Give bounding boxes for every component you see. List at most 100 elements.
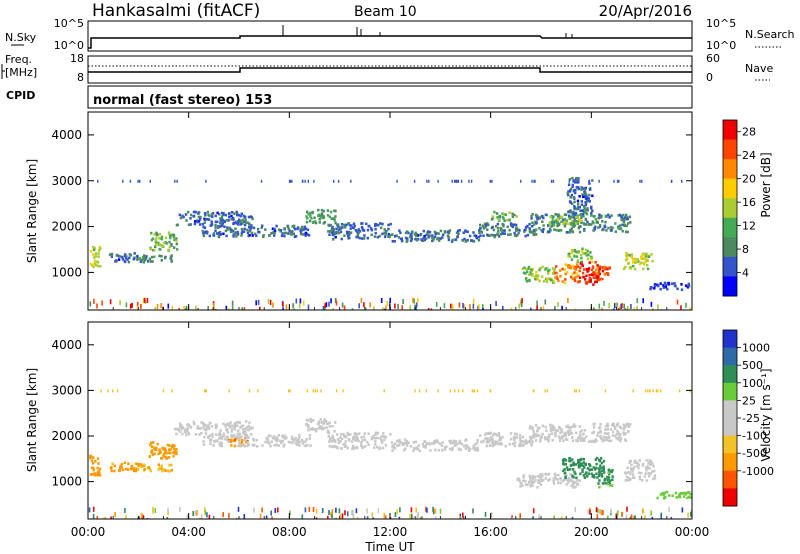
velocity-echo-cell <box>184 428 187 432</box>
power-noise-cell <box>351 308 354 310</box>
velocity-echo-cell <box>161 468 165 471</box>
power-echo-cell <box>618 179 620 183</box>
power-echo-cell <box>410 235 413 238</box>
velocity-echo-cell <box>218 437 221 440</box>
velocity-echo-cell <box>554 434 557 438</box>
nsky-trace <box>88 35 692 49</box>
velocity-echo-cell <box>437 448 440 452</box>
velocity-echo-cell <box>662 493 665 497</box>
power-echo-cell <box>568 179 570 183</box>
velocity-echo-cell <box>179 423 182 427</box>
velocity-echo-cell <box>257 389 259 393</box>
power-y-axis-label: Slant Range [km] <box>25 159 39 263</box>
power-echo-cell <box>601 220 604 223</box>
velocity-echo-cell <box>239 426 242 429</box>
power-echo-cell <box>577 251 580 255</box>
velocity-echo-cell <box>344 435 348 439</box>
velocity-noise-cell <box>331 509 334 515</box>
velocity-noise-cell <box>644 515 646 519</box>
power-echo-cell <box>596 221 599 224</box>
power-echo-cell <box>547 272 550 275</box>
velocity-echo-cell <box>89 456 92 460</box>
power-echo-cell <box>542 224 545 227</box>
power-echo-cell <box>591 179 594 182</box>
velocity-echo-cell <box>89 473 93 476</box>
power-colorbar-bin <box>723 198 737 219</box>
velocity-echo-cell <box>559 431 562 435</box>
velocity-echo-cell <box>472 447 475 450</box>
power-echo-cell <box>169 236 172 240</box>
velocity-echo-cell <box>574 485 577 489</box>
velocity-echo-cell <box>412 441 416 444</box>
velocity-echo-cell <box>282 435 285 439</box>
power-noise-cell <box>162 306 164 310</box>
power-echo-cell <box>410 237 413 241</box>
power-noise-cell <box>207 306 209 310</box>
velocity-noise-cell <box>625 514 628 519</box>
velocity-noise-cell <box>396 509 398 515</box>
power-noise-cell <box>322 306 325 310</box>
velocity-echo-cell <box>297 438 300 441</box>
power-echo-cell <box>227 212 231 216</box>
power-echo-cell <box>305 215 308 218</box>
nave-tick-bottom: 0 <box>706 71 713 84</box>
power-noise-cell <box>542 305 545 310</box>
power-echo-cell <box>137 179 139 183</box>
velocity-colorbar-tick-label: -500 <box>742 447 767 460</box>
power-echo-cell <box>571 214 574 217</box>
velocity-echo-cell <box>532 480 536 484</box>
power-echo-cell <box>110 252 114 256</box>
velocity-noise-cell <box>597 508 599 514</box>
velocity-echo-cell <box>236 432 239 436</box>
power-echo-cell <box>451 179 453 183</box>
velocity-echo-cell <box>560 430 564 434</box>
power-echo-cell <box>330 229 333 232</box>
power-echo-cell <box>607 226 610 230</box>
velocity-echo-cell <box>423 440 426 443</box>
velocity-echo-cell <box>264 440 267 444</box>
power-echo-cell <box>583 205 586 208</box>
velocity-echo-cell <box>227 422 231 426</box>
velocity-echo-cell <box>239 437 242 440</box>
power-echo-cell <box>458 229 461 232</box>
power-echo-cell <box>670 179 673 183</box>
velocity-colorbar-bin <box>723 330 737 349</box>
velocity-echo-cell <box>380 435 384 438</box>
power-echo-cell <box>555 265 558 268</box>
velocity-noise-cell <box>243 514 246 519</box>
velocity-echo-cell <box>530 476 533 479</box>
power-echo-cell <box>578 195 581 198</box>
velocity-echo-cell <box>617 438 620 441</box>
nsearch-tick-top: 10^5 <box>706 17 736 30</box>
velocity-echo-cell <box>561 479 565 483</box>
power-echo-cell <box>597 226 600 229</box>
velocity-echo-cell <box>296 441 300 444</box>
velocity-echo-cell <box>282 444 285 448</box>
power-echo-cell <box>632 264 635 268</box>
velocity-echo-cell <box>244 427 247 430</box>
power-noise-cell <box>620 303 623 309</box>
power-colorbar-bin <box>723 159 737 180</box>
power-echo-cell <box>576 259 580 262</box>
velocity-echo-cell <box>604 482 607 485</box>
velocity-echo-cell <box>141 464 144 468</box>
power-echo-cell <box>676 287 679 291</box>
power-echo-cell <box>568 178 572 181</box>
power-echo-cell <box>470 179 473 183</box>
power-echo-cell <box>358 236 361 240</box>
power-echo-cell <box>506 225 509 229</box>
power-echo-cell <box>391 240 394 243</box>
power-echo-cell <box>204 213 207 216</box>
power-noise-cell <box>477 305 479 310</box>
power-echo-cell <box>157 241 160 245</box>
velocity-echo-cell <box>489 436 492 439</box>
velocity-echo-cell <box>281 439 284 443</box>
power-echo-cell <box>220 215 224 218</box>
velocity-echo-cell <box>363 438 367 442</box>
velocity-echo-cell <box>579 431 582 434</box>
velocity-echo-cell <box>625 422 629 426</box>
velocity-echo-cell <box>307 428 310 432</box>
velocity-echo-cell <box>531 480 534 483</box>
power-echo-cell <box>331 217 335 221</box>
power-noise-cell <box>520 299 522 305</box>
